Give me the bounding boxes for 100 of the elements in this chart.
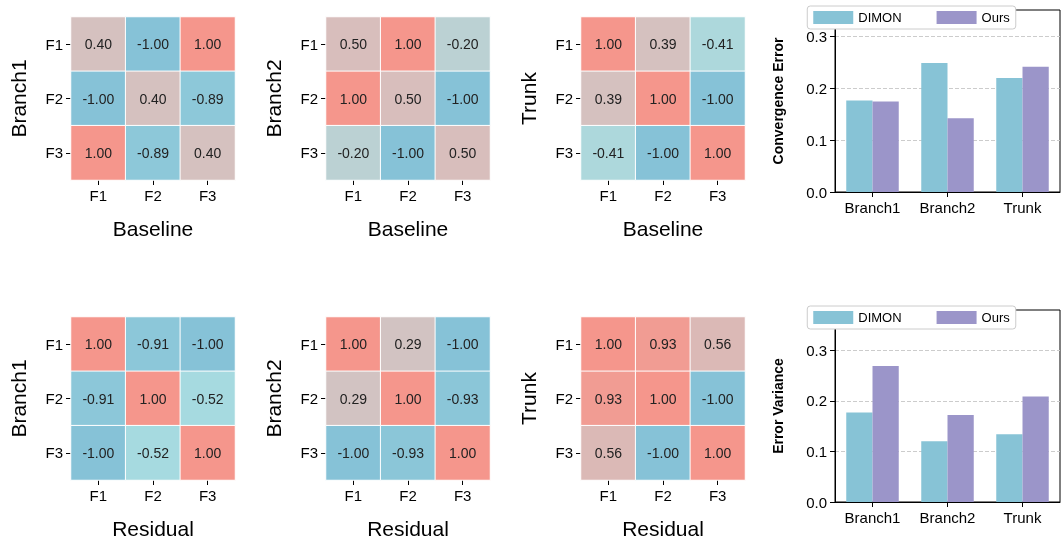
y-tick-label: F3 [45,444,63,462]
y-tick-label: 0.1 [806,442,827,460]
x-tick-label: F3 [708,487,727,504]
data-label: -1.00 [82,444,115,461]
data-label: 1.00 [84,144,113,161]
y-tick-label: 0.3 [806,341,827,359]
legend-label: Ours [981,10,1011,25]
y-tick-label: F1 [555,335,573,353]
data-label: 0.50 [449,144,477,161]
data-label: 0.40 [84,36,113,53]
y-tick-label: 0.2 [806,79,827,97]
x-axis-title: Baseline [367,217,449,240]
bar [1022,66,1049,192]
y-tick-label: 0.0 [806,493,827,511]
y-tick-label: 0.1 [806,131,827,149]
data-label: 1.00 [394,36,422,53]
x-tick-label: F2 [654,187,672,204]
data-label: 1.00 [449,444,477,461]
bar [872,366,899,502]
bar [1022,396,1049,502]
y-tick-label: F2 [555,390,573,407]
data-label: 0.50 [394,90,422,107]
x-tick-label: F2 [399,187,417,204]
data-label: -1.00 [647,444,680,461]
data-label: 1.00 [704,444,732,461]
y-tick-label: F1 [45,35,63,53]
x-tick-label: F1 [599,487,618,504]
data-label: 1.00 [194,444,222,461]
legend-label: DIMON [858,10,902,25]
data-label: -0.52 [191,390,224,407]
y-tick-label: F2 [45,90,63,107]
data-label: 1.00 [339,90,368,107]
y-axis-title: Trunk [517,71,540,125]
data-label: -1.00 [82,90,115,107]
y-tick-label: F2 [300,90,318,107]
data-label: 0.29 [394,336,422,353]
data-label: 1.00 [194,36,222,53]
y-axis-title: Error Variance [770,357,786,454]
x-tick-label: Branch1 [844,509,901,526]
x-tick-label: Trunk [1003,199,1042,216]
y-axis-title: Branch1 [7,59,30,138]
y-axis-title: Branch1 [7,359,30,438]
data-label: 0.40 [194,144,222,161]
y-tick-label: 0.3 [806,27,827,45]
data-label: -1.00 [446,336,479,353]
data-label: -1.00 [191,336,224,353]
data-label: 1.00 [139,390,167,407]
data-label: 0.40 [139,90,167,107]
x-tick-label: F3 [453,487,472,504]
y-tick-label: F1 [45,335,63,353]
bar [846,412,873,502]
x-tick-label: F1 [599,187,618,204]
data-label: -0.41 [701,36,734,53]
data-label: -1.00 [701,390,734,407]
y-tick-label: F2 [45,390,63,407]
bar [846,100,873,192]
data-label: 1.00 [649,390,677,407]
x-tick-label: F2 [399,487,417,504]
y-tick-label: F3 [555,144,573,162]
legend-label: Ours [981,310,1011,325]
data-label: -0.91 [137,336,170,353]
x-axis-title: Baseline [112,217,194,240]
data-label: 0.50 [339,36,368,53]
data-label: -1.00 [647,144,680,161]
data-label: 1.00 [594,336,623,353]
x-tick-label: Branch2 [919,199,976,216]
y-tick-label: F1 [300,335,318,353]
x-tick-label: Branch2 [919,509,976,526]
data-label: 0.56 [704,336,732,353]
data-label: 1.00 [394,390,422,407]
data-label: -0.52 [137,444,170,461]
y-axis-title: Branch2 [262,359,285,438]
y-axis-title: Branch2 [262,59,285,138]
x-tick-label: F1 [344,487,363,504]
bar [947,415,974,502]
bar [947,118,974,192]
data-label: 0.56 [594,444,623,461]
x-tick-label: F3 [198,187,217,204]
data-label: 0.39 [594,90,623,107]
legend-label: DIMON [858,310,902,325]
data-label: -1.00 [446,90,479,107]
y-tick-label: F3 [300,444,318,462]
x-axis-title: Residual [367,517,449,540]
data-label: 0.39 [649,36,677,53]
data-label: 0.29 [339,390,368,407]
y-tick-label: 0.0 [806,183,827,201]
x-tick-label: F2 [654,487,672,504]
x-tick-label: F1 [344,187,363,204]
y-tick-label: F1 [300,35,318,53]
x-tick-label: Branch1 [844,199,901,216]
x-axis-title: Residual [622,517,704,540]
bar [996,78,1023,192]
y-tick-label: F3 [300,144,318,162]
data-label: 1.00 [704,144,732,161]
y-tick-label: F3 [45,144,63,162]
y-tick-label: F2 [555,90,573,107]
y-tick-label: F3 [555,444,573,462]
bar [921,63,948,192]
data-label: 1.00 [339,336,368,353]
bar [921,441,948,502]
